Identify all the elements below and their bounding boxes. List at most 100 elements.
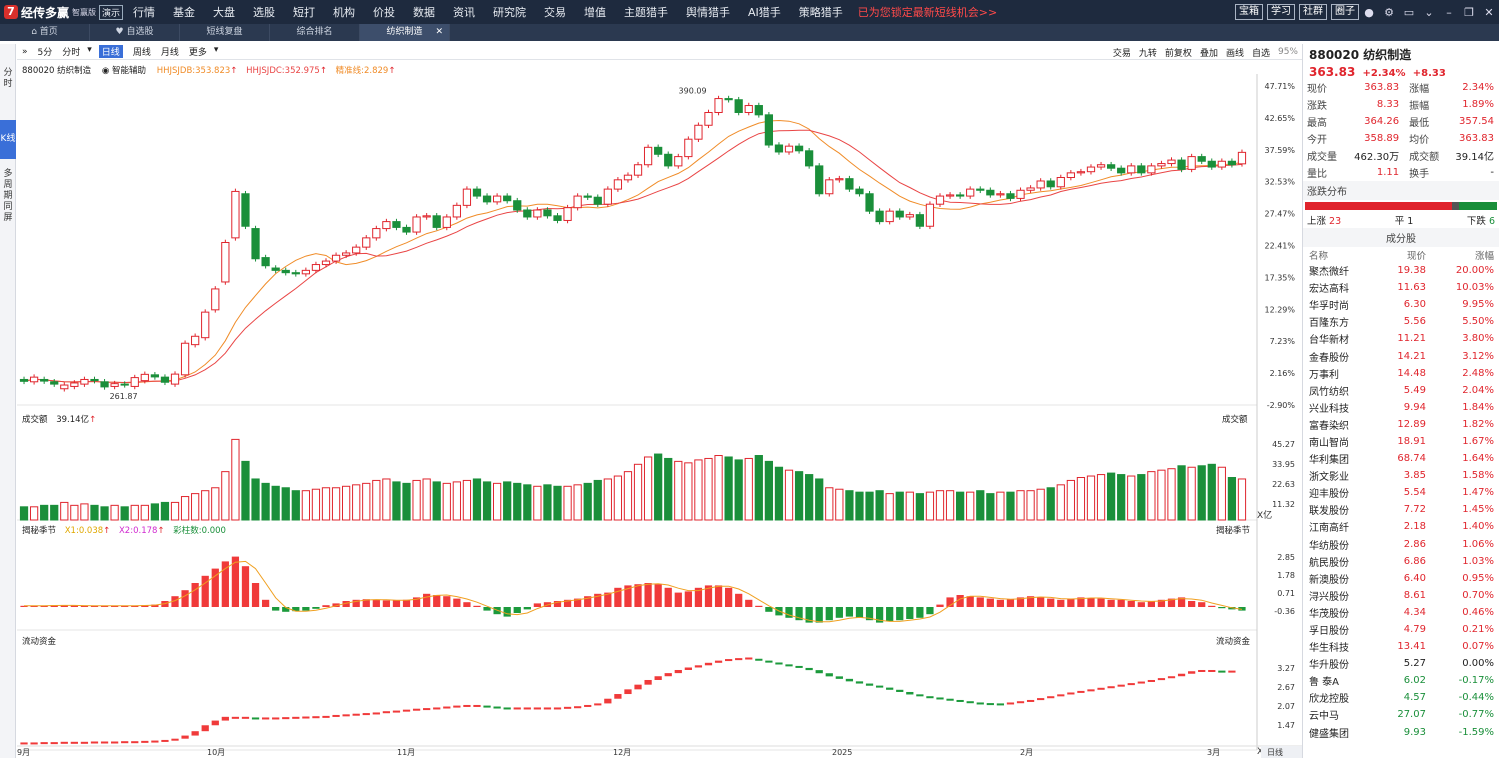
candle[interactable] <box>1066 172 1075 178</box>
component-row[interactable]: 金春股份 14.21 3.12% <box>1303 347 1499 364</box>
candle[interactable] <box>1177 159 1186 170</box>
toolbar-right-4[interactable]: 画线 <box>1225 48 1244 59</box>
candle[interactable] <box>1137 165 1146 174</box>
candle[interactable] <box>301 269 310 275</box>
candle[interactable] <box>875 210 884 223</box>
side-tab-2[interactable]: 多周期同屏 <box>3 169 13 223</box>
candle[interactable] <box>1167 159 1176 165</box>
user-icon[interactable]: ● <box>1364 5 1374 19</box>
candle[interactable] <box>633 164 643 176</box>
candle[interactable] <box>402 226 411 233</box>
component-name[interactable]: 金春股份 <box>1309 352 1349 364</box>
candle[interactable] <box>1147 165 1156 174</box>
candle[interactable] <box>976 188 985 191</box>
candle[interactable] <box>563 207 572 221</box>
candle[interactable] <box>1106 164 1116 169</box>
candle[interactable] <box>422 215 431 218</box>
candle[interactable] <box>503 195 512 202</box>
candle[interactable] <box>664 153 673 167</box>
candle[interactable] <box>684 138 693 158</box>
component-row[interactable]: 江南高纤 2.18 1.40% <box>1303 518 1499 535</box>
candle[interactable] <box>885 210 894 223</box>
component-name[interactable]: 华利集团 <box>1309 455 1349 467</box>
component-row[interactable]: 孚日股份 4.79 0.21% <box>1303 621 1499 638</box>
component-row[interactable]: 浔兴股份 8.61 0.70% <box>1303 587 1499 604</box>
candle[interactable] <box>1016 189 1025 199</box>
component-name[interactable]: 华升股份 <box>1309 660 1349 672</box>
component-name[interactable]: 华生科技 <box>1309 643 1349 655</box>
candle[interactable] <box>835 178 844 181</box>
candle[interactable] <box>251 228 260 260</box>
candle[interactable] <box>1006 193 1015 199</box>
component-name[interactable]: 兴业科技 <box>1309 403 1349 415</box>
candle[interactable] <box>754 105 763 116</box>
menu-item-0[interactable]: 行情 <box>133 6 155 19</box>
component-row[interactable]: 健盛集团 9.93 -1.59% <box>1303 724 1499 741</box>
smart-assist-toggle[interactable]: ◉ 智能辅助 <box>101 66 146 76</box>
candle[interactable] <box>734 99 743 114</box>
candle[interactable] <box>855 188 864 195</box>
candle[interactable] <box>221 242 230 283</box>
component-row[interactable]: 宏达高科 11.63 10.03% <box>1303 279 1499 296</box>
candle[interactable] <box>724 98 733 101</box>
candle[interactable] <box>744 105 753 113</box>
component-name[interactable]: 聚杰微纤 <box>1309 267 1349 279</box>
toolbar-right-2[interactable]: 前复权 <box>1164 48 1192 59</box>
candle[interactable] <box>905 214 914 218</box>
candle[interactable] <box>603 188 612 205</box>
menu-item-10[interactable]: 交易 <box>544 6 566 19</box>
close-tab-icon[interactable]: ✕ <box>435 27 443 37</box>
candle[interactable] <box>674 156 683 167</box>
candle[interactable] <box>331 254 341 262</box>
candle[interactable] <box>130 377 139 387</box>
candle[interactable] <box>50 381 59 385</box>
candle[interactable] <box>593 196 602 205</box>
period-3[interactable]: 周线 <box>132 48 151 58</box>
component-row[interactable]: 凤竹纺织 5.49 2.04% <box>1303 382 1499 399</box>
candle[interactable] <box>140 373 149 382</box>
candle[interactable] <box>935 195 945 205</box>
tab-0[interactable]: ⌂ 首页 <box>0 24 90 41</box>
components-header[interactable]: 涨幅 <box>1474 250 1494 262</box>
component-row[interactable]: 华茂股份 4.34 0.46% <box>1303 604 1499 621</box>
component-name[interactable]: 孚日股份 <box>1309 626 1349 638</box>
candle[interactable] <box>845 178 854 190</box>
candle[interactable] <box>1086 166 1096 173</box>
menu-item-15[interactable]: 策略猎手 <box>798 6 843 19</box>
candle[interactable] <box>1227 160 1237 166</box>
candle[interactable] <box>382 221 391 230</box>
component-row[interactable]: 新澳股份 6.40 0.95% <box>1303 570 1499 587</box>
candle[interactable] <box>966 188 975 197</box>
component-name[interactable]: 鲁 泰A <box>1309 677 1340 689</box>
candle[interactable] <box>321 260 331 266</box>
candle[interactable] <box>281 269 290 274</box>
component-row[interactable]: 华纺股份 2.86 1.06% <box>1303 536 1499 553</box>
candle[interactable] <box>1036 180 1045 189</box>
component-row[interactable]: 云中马 27.07 -0.77% <box>1303 706 1499 723</box>
component-name[interactable]: 万事利 <box>1309 369 1339 381</box>
menu-item-3[interactable]: 选股 <box>253 6 275 19</box>
candle[interactable] <box>925 203 935 227</box>
candle[interactable] <box>201 311 210 339</box>
candle[interactable] <box>392 221 401 228</box>
kline-chart-area[interactable]: 47.71% 42.65% 37.59% 32.53% 27.47% 22.41% 17.3… <box>17 60 1302 758</box>
candle[interactable] <box>120 383 129 386</box>
component-row[interactable]: 华孚时尚 6.30 9.95% <box>1303 296 1499 313</box>
candle[interactable] <box>60 384 69 390</box>
candle[interactable] <box>80 378 89 385</box>
menu-item-7[interactable]: 数据 <box>413 6 435 19</box>
promo-link[interactable]: 已为您锁定最新短线机会>> <box>857 6 998 19</box>
menu-item-6[interactable]: 价投 <box>373 6 395 19</box>
candle[interactable] <box>70 382 79 387</box>
component-row[interactable]: 华利集团 68.74 1.64% <box>1303 450 1499 467</box>
candle[interactable] <box>191 335 200 346</box>
candle[interactable] <box>271 267 280 271</box>
chevron-down-icon[interactable]: ▾ <box>87 45 92 55</box>
candle[interactable] <box>543 209 552 217</box>
chart-svg[interactable]: 47.71% 42.65% 37.59% 32.53% 27.47% 22.41% 17.3… <box>17 60 1302 758</box>
component-row[interactable]: 鲁 泰A 6.02 -0.17% <box>1303 672 1499 689</box>
component-row[interactable]: 百隆东方 5.56 5.50% <box>1303 313 1499 330</box>
candle[interactable] <box>492 195 502 203</box>
component-name[interactable]: 新澳股份 <box>1309 574 1349 586</box>
component-row[interactable]: 迎丰股份 5.54 1.47% <box>1303 484 1499 501</box>
